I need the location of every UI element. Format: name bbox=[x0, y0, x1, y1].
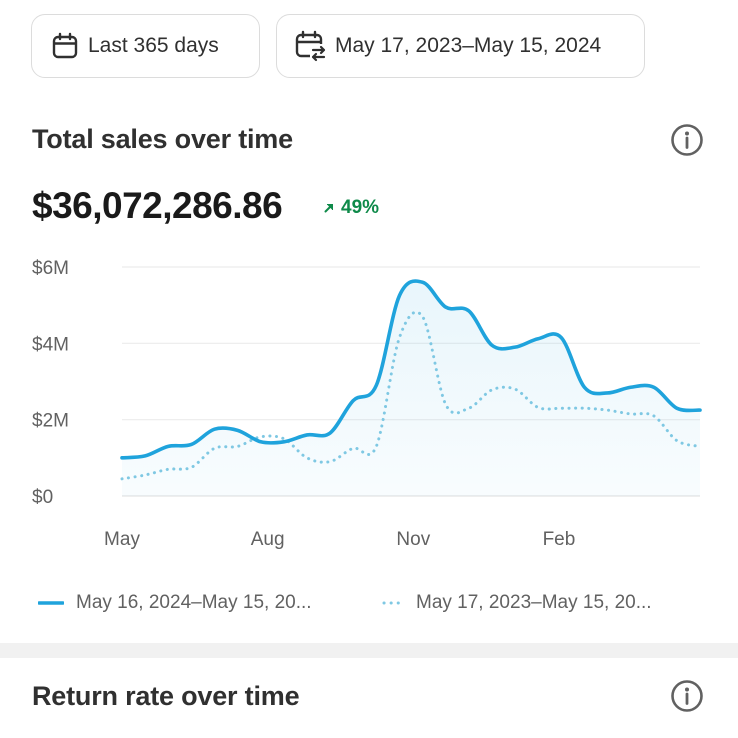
x-tick-label: Aug bbox=[251, 529, 285, 550]
total-sales-value: $36,072,286.86 bbox=[32, 185, 283, 226]
legend-item-previous[interactable]: May 17, 2023–May 15, 20... bbox=[382, 592, 652, 614]
x-tick-label: Nov bbox=[396, 529, 430, 550]
calendar-icon bbox=[52, 32, 78, 59]
arrow-up-right-icon bbox=[324, 204, 333, 213]
legend-solid-line-icon bbox=[38, 601, 64, 605]
date-range-label: Last 365 days bbox=[88, 34, 219, 57]
legend-label-previous: May 17, 2023–May 15, 20... bbox=[416, 592, 652, 613]
y-tick-label: $0 bbox=[32, 487, 53, 508]
compare-range-label: May 17, 2023–May 15, 2024 bbox=[335, 34, 602, 57]
info-icon[interactable] bbox=[670, 679, 704, 713]
series-line-current bbox=[120, 279, 702, 460]
sales-card-title: Total sales over time bbox=[32, 124, 293, 154]
y-tick-label: $6M bbox=[32, 258, 69, 279]
x-tick-label: Feb bbox=[543, 529, 576, 550]
sales-delta-badge: 49% bbox=[323, 197, 379, 219]
sales-line-chart: $6M $4M $2M $0 May Aug Nov Feb bbox=[32, 258, 702, 550]
sales-delta-value: 49% bbox=[341, 197, 380, 218]
legend-dotted-line-icon bbox=[382, 601, 404, 605]
section-divider bbox=[0, 643, 738, 658]
calendar-compare-icon bbox=[295, 30, 326, 62]
return-card-title: Return rate over time bbox=[32, 681, 300, 711]
x-tick-label: May bbox=[104, 529, 140, 550]
date-range-button[interactable]: Last 365 days bbox=[31, 14, 260, 78]
y-tick-label: $2M bbox=[32, 411, 69, 432]
series-area-fill bbox=[122, 281, 700, 496]
series-line-previous bbox=[120, 310, 702, 481]
y-tick-label: $4M bbox=[32, 334, 69, 355]
legend-label-current: May 16, 2024–May 15, 20... bbox=[76, 592, 312, 613]
legend-item-current[interactable]: May 16, 2024–May 15, 20... bbox=[38, 592, 312, 614]
info-icon[interactable] bbox=[670, 123, 704, 157]
compare-range-button[interactable]: May 17, 2023–May 15, 2024 bbox=[276, 14, 645, 78]
